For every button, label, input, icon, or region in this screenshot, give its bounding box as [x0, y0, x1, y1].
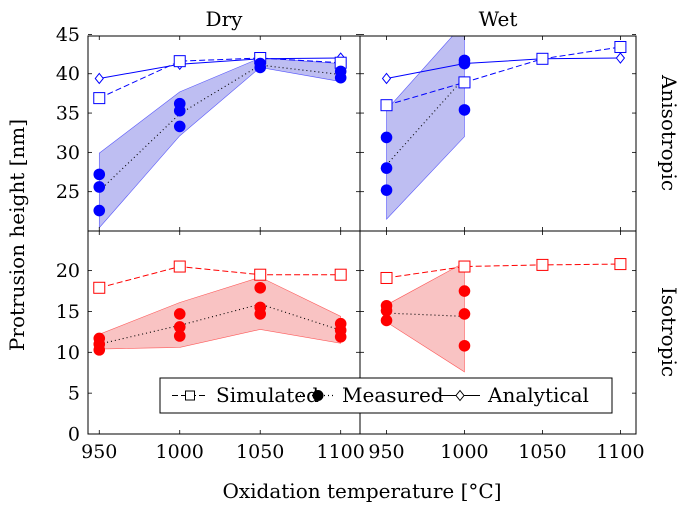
simulated-point-anisotropic-wet	[614, 41, 627, 54]
y-tick-label-isotropic: 20	[56, 260, 80, 282]
legend: Simulated Measured Analytical	[159, 377, 613, 414]
measured-point-anisotropic-dry	[173, 120, 186, 133]
x-tick-label-dry: 950	[81, 441, 117, 463]
simulated-point-isotropic-wet	[380, 271, 393, 284]
x-tick-label-wet: 1100	[596, 441, 644, 463]
simulated-line-anisotropic-dry	[99, 57, 341, 99]
x-tick-label-wet: 1000	[440, 441, 488, 463]
measured-point-anisotropic-wet	[458, 104, 471, 116]
simulated-line-isotropic-dry	[99, 266, 341, 289]
analytical-point-anisotropic-wet	[381, 72, 392, 85]
x-tick-label-wet: 950	[368, 441, 404, 463]
legend-analytical-label: Analytical	[487, 383, 589, 407]
panel-frame-isotropic-wet	[359, 230, 637, 435]
measured-point-anisotropic-dry	[93, 168, 106, 181]
measured-point-anisotropic-wet	[380, 162, 393, 174]
y-tick-label-isotropic: 5	[68, 383, 80, 405]
row-title-anisotropic: Anisotropic	[657, 74, 678, 191]
x-tick-label-dry: 1050	[236, 441, 284, 463]
panel-frames	[87, 35, 637, 435]
y-tick-label-anisotropic: 25	[56, 181, 80, 203]
analytical-line-anisotropic-wet	[386, 57, 621, 79]
measured-point-isotropic-wet	[458, 285, 471, 297]
measured-point-anisotropic-dry	[173, 104, 186, 117]
analytical-point-anisotropic-dry	[94, 72, 104, 85]
simulated-point-isotropic-dry	[93, 281, 106, 294]
measured-point-isotropic-dry	[254, 308, 267, 320]
measured-point-isotropic-dry	[173, 308, 186, 320]
measured-point-isotropic-dry	[93, 344, 106, 356]
band-isotropic-dry	[98, 276, 341, 350]
simulated-line-anisotropic-wet	[386, 46, 621, 106]
row-title-isotropic: Isotropic	[657, 287, 678, 377]
legend-simulated-label: Simulated	[216, 383, 319, 407]
measured-point-anisotropic-dry	[93, 204, 106, 217]
legend-box	[159, 377, 613, 414]
measured-point-isotropic-dry	[334, 330, 347, 343]
legend-simulated-marker	[185, 390, 195, 401]
measured-point-anisotropic-wet	[380, 131, 393, 144]
simulated-point-anisotropic-wet	[380, 99, 393, 112]
measured-point-isotropic-wet	[458, 308, 471, 320]
y-tick-label-anisotropic: 35	[56, 103, 80, 125]
measured-point-isotropic-wet	[458, 339, 471, 352]
simulated-point-anisotropic-wet	[536, 52, 549, 65]
simulated-point-isotropic-wet	[614, 258, 627, 271]
legend-analytical-marker	[455, 389, 465, 402]
analytical-point-anisotropic-wet	[615, 52, 626, 64]
measured-point-isotropic-dry	[173, 330, 186, 342]
simulated-point-isotropic-wet	[458, 260, 471, 273]
measured-point-anisotropic-wet	[458, 57, 471, 70]
band-anisotropic-wet	[386, 36, 465, 220]
confidence-bands	[98, 36, 465, 373]
simulated-point-anisotropic-dry	[173, 55, 186, 68]
measured-mean-line-isotropic-dry	[99, 303, 341, 345]
simulated-point-anisotropic-dry	[93, 92, 106, 105]
measured-point-isotropic-wet	[380, 304, 393, 317]
y-tick-label-anisotropic: 45	[56, 24, 80, 46]
series-lines	[98, 46, 621, 345]
measured-point-anisotropic-dry	[254, 61, 267, 74]
y-tick-label-isotropic: 10	[56, 342, 80, 364]
measured-point-isotropic-wet	[380, 314, 393, 327]
simulated-line-isotropic-wet	[386, 263, 621, 279]
measured-point-anisotropic-dry	[334, 71, 347, 84]
measured-point-isotropic-dry	[173, 321, 186, 333]
band-isotropic-wet	[386, 261, 465, 373]
simulated-point-anisotropic-wet	[458, 76, 471, 89]
legend-measured-marker	[312, 390, 324, 401]
y-axis-title: Protrusion height [nm]	[5, 119, 29, 351]
simulated-point-isotropic-dry	[254, 268, 267, 281]
simulated-point-isotropic-dry	[334, 268, 347, 281]
simulated-point-isotropic-dry	[173, 260, 186, 273]
x-tick-label-wet: 1050	[518, 441, 566, 463]
measured-point-anisotropic-wet	[380, 184, 393, 196]
band-anisotropic-dry	[98, 57, 341, 229]
y-tick-label-anisotropic: 30	[56, 142, 80, 164]
column-title-dry: Dry	[206, 7, 244, 31]
column-title-wet: Wet	[479, 7, 518, 31]
x-tick-label-dry: 1100	[317, 441, 365, 463]
simulated-point-isotropic-wet	[536, 258, 549, 271]
y-tick-label-anisotropic: 40	[56, 63, 80, 85]
measured-point-isotropic-dry	[254, 281, 267, 294]
y-tick-label-isotropic: 15	[56, 301, 80, 323]
analytical-line-anisotropic-dry	[99, 57, 341, 79]
x-axis-title: Oxidation temperature [°C]	[222, 479, 501, 503]
y-tick-label-isotropic: 0	[68, 424, 80, 446]
measured-point-anisotropic-dry	[93, 181, 106, 193]
series-markers	[93, 41, 627, 356]
x-tick-label-dry: 1000	[156, 441, 204, 463]
legend-measured-label: Measured	[342, 383, 444, 407]
